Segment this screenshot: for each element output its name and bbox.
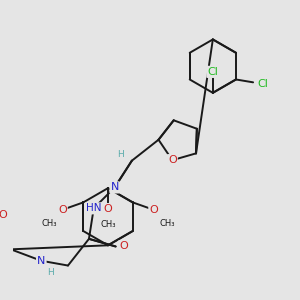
Text: O: O bbox=[0, 210, 8, 220]
Text: CH₃: CH₃ bbox=[159, 219, 175, 228]
Text: O: O bbox=[103, 204, 112, 214]
Text: N: N bbox=[37, 256, 46, 266]
Text: O: O bbox=[168, 155, 177, 165]
Text: N: N bbox=[110, 182, 119, 192]
Text: H: H bbox=[117, 151, 124, 160]
Text: CH₃: CH₃ bbox=[41, 219, 57, 228]
Text: HN: HN bbox=[86, 203, 101, 213]
Text: H: H bbox=[47, 268, 54, 277]
Text: O: O bbox=[119, 242, 128, 251]
Text: Cl: Cl bbox=[207, 67, 218, 77]
Text: O: O bbox=[58, 205, 67, 215]
Text: CH₃: CH₃ bbox=[100, 220, 116, 229]
Text: Cl: Cl bbox=[257, 79, 268, 89]
Text: O: O bbox=[149, 205, 158, 215]
